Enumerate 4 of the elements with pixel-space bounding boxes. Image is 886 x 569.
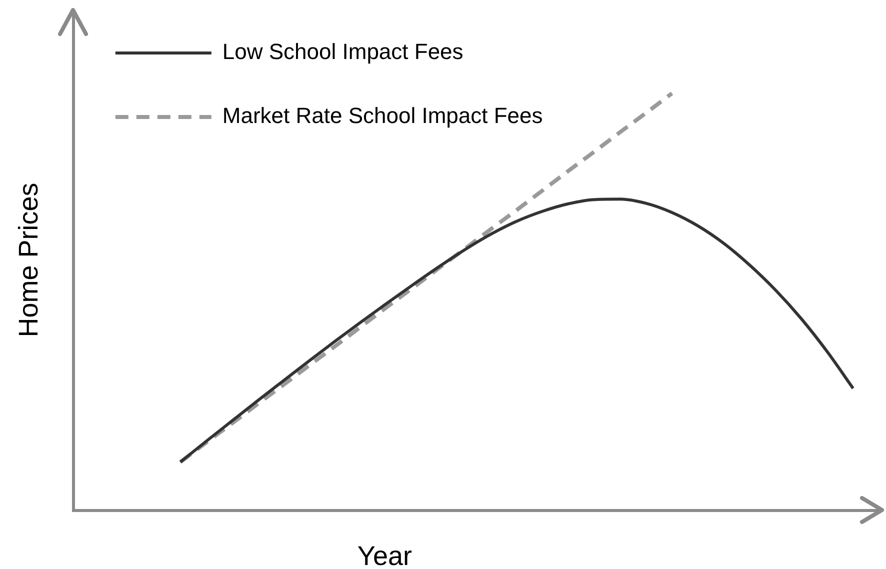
legend-label: Low School Impact Fees <box>222 39 464 64</box>
legend-label: Market Rate School Impact Fees <box>222 103 543 128</box>
y-axis-title: Home Prices <box>14 182 44 338</box>
x-axis-title: Year <box>357 541 412 569</box>
